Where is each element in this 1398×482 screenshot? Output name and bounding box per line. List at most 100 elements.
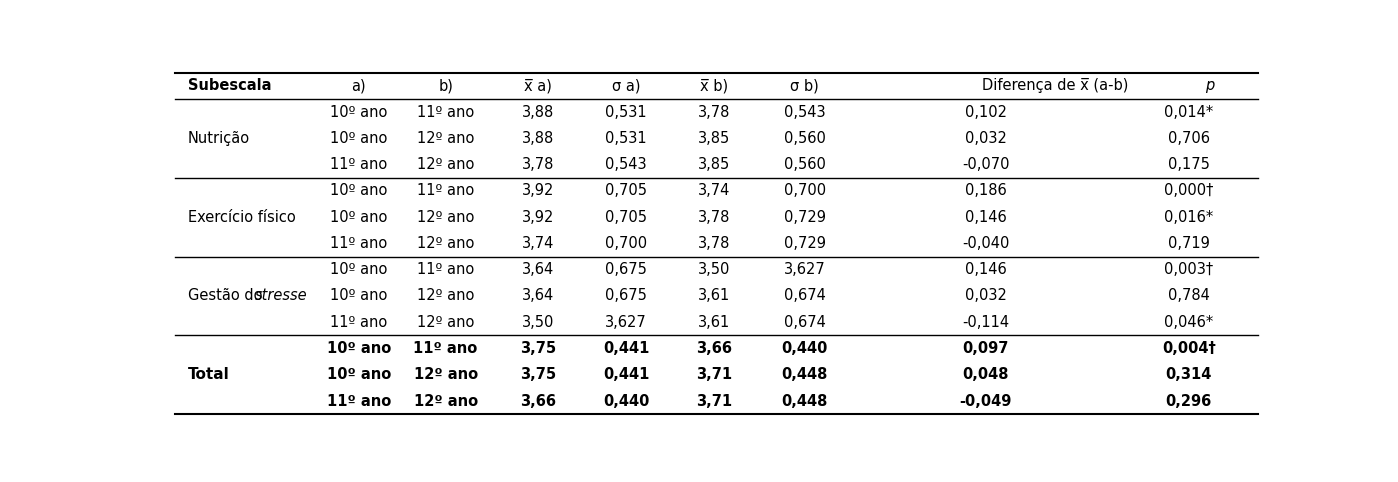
Text: 0,296: 0,296 [1166,393,1212,409]
Text: 3,74: 3,74 [698,183,731,199]
Text: 0,440: 0,440 [603,393,649,409]
Text: 0,014*: 0,014* [1165,105,1213,120]
Text: 3,92: 3,92 [521,183,554,199]
Text: 12º ano: 12º ano [417,288,474,304]
Text: 0,102: 0,102 [965,105,1007,120]
Text: 11º ano: 11º ano [330,157,387,172]
Text: 3,78: 3,78 [521,157,554,172]
Text: 0,448: 0,448 [781,367,828,382]
Text: 0,097: 0,097 [963,341,1009,356]
Text: 10º ano: 10º ano [330,288,387,304]
Text: 0,705: 0,705 [605,210,647,225]
Text: x̅ b): x̅ b) [700,78,728,94]
Text: 0,046*: 0,046* [1165,315,1213,330]
Text: 3,78: 3,78 [698,105,731,120]
Text: Gestão do: Gestão do [187,288,267,304]
Text: 0,729: 0,729 [784,236,826,251]
Text: 0,448: 0,448 [781,393,828,409]
Text: 11º ano: 11º ano [417,262,474,277]
Text: -0,049: -0,049 [959,393,1012,409]
Text: 0,700: 0,700 [605,236,647,251]
Text: 3,78: 3,78 [698,210,731,225]
Text: 3,50: 3,50 [521,315,554,330]
Text: 11º ano: 11º ano [327,393,391,409]
Text: Nutrição: Nutrição [187,131,250,146]
Text: 3,88: 3,88 [521,131,554,146]
Text: -0,114: -0,114 [962,315,1009,330]
Text: 12º ano: 12º ano [417,210,474,225]
Text: 0,441: 0,441 [603,341,649,356]
Text: 0,004†: 0,004† [1162,341,1216,356]
Text: 0,675: 0,675 [605,288,647,304]
Text: 3,627: 3,627 [605,315,647,330]
Text: 3,50: 3,50 [698,262,731,277]
Text: b): b) [438,78,453,94]
Text: 0,032: 0,032 [965,288,1007,304]
Text: 0,784: 0,784 [1167,288,1209,304]
Text: 11º ano: 11º ano [414,341,478,356]
Text: 0,560: 0,560 [784,157,826,172]
Text: 11º ano: 11º ano [330,315,387,330]
Text: 12º ano: 12º ano [417,236,474,251]
Text: x̅ a): x̅ a) [524,78,552,94]
Text: 3,85: 3,85 [698,131,730,146]
Text: σ b): σ b) [790,78,819,94]
Text: -0,040: -0,040 [962,236,1009,251]
Text: 0,175: 0,175 [1167,157,1209,172]
Text: Diferença de x̅ (a-b): Diferença de x̅ (a-b) [981,78,1128,94]
Text: stresse: stresse [254,288,308,304]
Text: 3,71: 3,71 [696,367,733,382]
Text: 3,627: 3,627 [784,262,826,277]
Text: 3,66: 3,66 [520,393,556,409]
Text: Total: Total [187,367,229,382]
Text: 12º ano: 12º ano [414,367,478,382]
Text: 3,75: 3,75 [520,367,556,382]
Text: 0,543: 0,543 [605,157,647,172]
Text: Subescala: Subescala [187,78,271,94]
Text: 3,88: 3,88 [521,105,554,120]
Text: 0,674: 0,674 [784,288,826,304]
Text: 10º ano: 10º ano [330,105,387,120]
Text: 0,032: 0,032 [965,131,1007,146]
Text: 3,74: 3,74 [521,236,554,251]
Text: 0,706: 0,706 [1167,131,1209,146]
Text: 0,146: 0,146 [965,262,1007,277]
Text: 10º ano: 10º ano [330,131,387,146]
Text: -0,070: -0,070 [962,157,1009,172]
Text: 0,000†: 0,000† [1165,183,1213,199]
Text: 3,92: 3,92 [521,210,554,225]
Text: 0,700: 0,700 [784,183,826,199]
Text: 3,71: 3,71 [696,393,733,409]
Text: 0,531: 0,531 [605,131,647,146]
Text: 0,314: 0,314 [1166,367,1212,382]
Text: 10º ano: 10º ano [330,183,387,199]
Text: 3,61: 3,61 [698,315,730,330]
Text: Exercício físico: Exercício físico [187,210,295,225]
Text: 0,531: 0,531 [605,105,647,120]
Text: 0,146: 0,146 [965,210,1007,225]
Text: 10º ano: 10º ano [327,367,391,382]
Text: 3,64: 3,64 [521,288,554,304]
Text: 0,441: 0,441 [603,367,649,382]
Text: 10º ano: 10º ano [327,341,391,356]
Text: 12º ano: 12º ano [417,131,474,146]
Text: p: p [1205,78,1213,94]
Text: 0,440: 0,440 [781,341,828,356]
Text: 0,186: 0,186 [965,183,1007,199]
Text: σ a): σ a) [612,78,640,94]
Text: 12º ano: 12º ano [417,157,474,172]
Text: 11º ano: 11º ano [417,183,474,199]
Text: 3,78: 3,78 [698,236,731,251]
Text: 11º ano: 11º ano [417,105,474,120]
Text: 3,61: 3,61 [698,288,730,304]
Text: 3,64: 3,64 [521,262,554,277]
Text: 0,675: 0,675 [605,262,647,277]
Text: 0,705: 0,705 [605,183,647,199]
Text: 12º ano: 12º ano [417,315,474,330]
Text: 3,66: 3,66 [696,341,733,356]
Text: a): a) [352,78,366,94]
Text: 3,85: 3,85 [698,157,730,172]
Text: 11º ano: 11º ano [330,236,387,251]
Text: 0,048: 0,048 [962,367,1009,382]
Text: 10º ano: 10º ano [330,210,387,225]
